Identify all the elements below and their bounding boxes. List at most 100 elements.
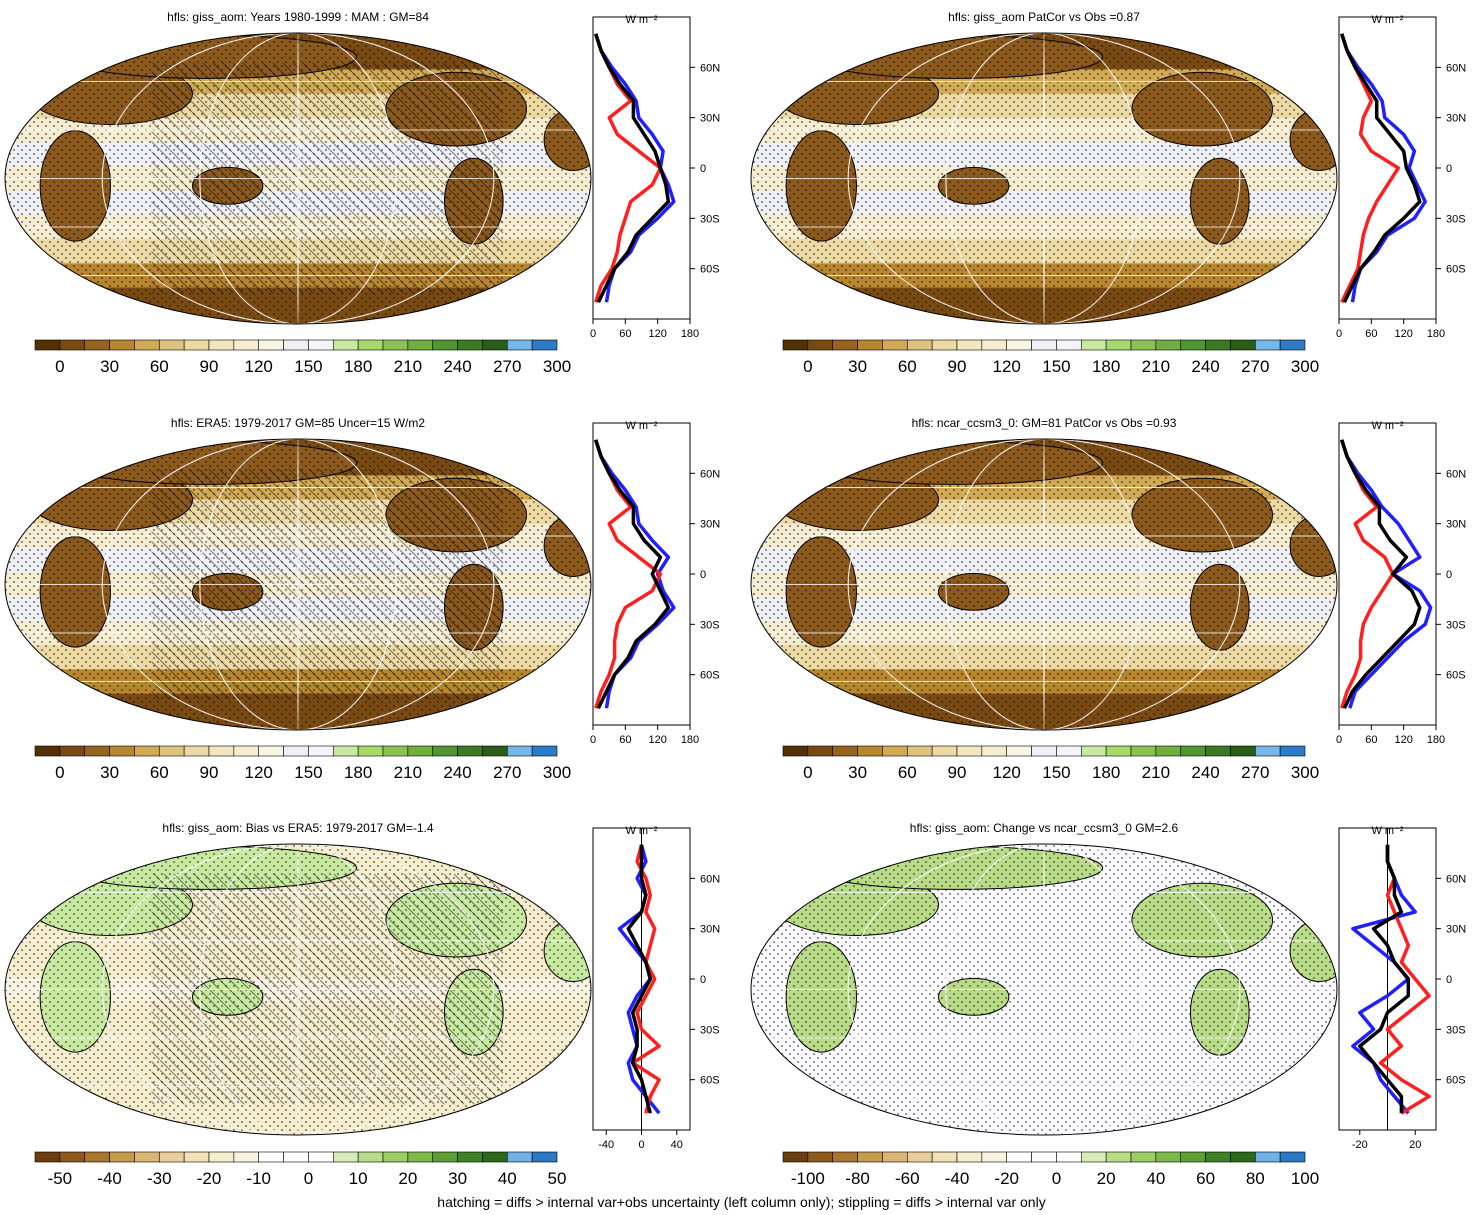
profile-unit: W m⁻²: [1371, 14, 1403, 26]
profile-panel-5: W m⁻² 60N 30N 0 30S 60S -40 0 40: [592, 825, 720, 1151]
x-tick-label: 0: [590, 328, 596, 340]
colorbar-label: 90: [948, 763, 967, 782]
colorbar-label: 300: [1291, 763, 1319, 782]
colorbar-swatch: [34, 745, 61, 757]
colorbar-label: 40: [498, 1169, 517, 1188]
colorbar-label: 60: [898, 763, 917, 782]
x-tick-label: 180: [681, 734, 699, 746]
colorbar-swatch: [158, 1151, 185, 1163]
y-tick-label: 0: [1446, 974, 1452, 986]
series-line-blue: [1340, 439, 1433, 709]
map-title: hfls: giss_aom: Years 1980-1999 : MAM : …: [167, 10, 429, 24]
colorbar-swatch: [283, 745, 309, 757]
colorbar-swatch: [906, 339, 933, 351]
colorbar-label: 120: [245, 357, 273, 376]
profile-panel-4: W m⁻² 60N 30N 0 30S 60S 0 60 120 180: [1336, 420, 1466, 746]
colorbar-label: -40: [945, 1169, 970, 1188]
colorbar-swatch: [34, 1151, 61, 1163]
colorbar-swatch: [807, 1151, 834, 1163]
map-panel-1: hfls: giss_aom: Years 1980-1999 : MAM : …: [4, 10, 592, 325]
colorbar-swatch: [1205, 1151, 1231, 1163]
colorbar-label: 270: [1241, 357, 1269, 376]
colorbar-swatch: [1279, 339, 1306, 351]
colorbar-2: 0 30 60 90 120 150 180 210 240 270 300: [782, 339, 1319, 376]
y-tick-label: 60N: [1446, 873, 1466, 885]
colorbar-swatch: [1155, 339, 1182, 351]
colorbar-label: 20: [1097, 1169, 1116, 1188]
colorbar-swatch: [931, 339, 958, 351]
colorbar-1: 0 30 60 90 120 150 180 210 240 270 300: [34, 339, 571, 376]
map-outline: [750, 438, 1338, 731]
colorbar-label: 180: [344, 763, 372, 782]
colorbar-swatch: [1031, 745, 1057, 757]
colorbar-swatch: [208, 1151, 235, 1163]
map-field: [751, 439, 1337, 730]
colorbar-label: 300: [1291, 357, 1319, 376]
colorbar-swatch: [1254, 339, 1281, 351]
colorbar-label: -30: [147, 1169, 172, 1188]
colorbar-label: -100: [791, 1169, 825, 1188]
colorbar-swatch: [233, 339, 260, 351]
graticule-meridian: [847, 844, 1241, 1135]
colorbar-swatch: [1130, 339, 1157, 351]
graticule-meridian: [847, 33, 1241, 324]
colorbar-label: 100: [1291, 1169, 1319, 1188]
colorbar-swatch: [1031, 1151, 1057, 1163]
y-tick-label: 0: [1446, 163, 1452, 175]
colorbar-swatch: [1230, 745, 1256, 757]
colorbar-swatch: [134, 745, 160, 757]
graticule-meridian: [101, 844, 495, 1135]
map-title: hfls: giss_aom PatCor vs Obs =0.87: [948, 10, 1140, 24]
x-tick-label: 0: [1336, 328, 1342, 340]
graticule-meridian: [1043, 439, 1045, 730]
colorbar-label: 0: [803, 357, 812, 376]
colorbar-swatch: [1230, 339, 1256, 351]
map-title: hfls: giss_aom: Change vs ncar_ccsm3_0 G…: [910, 821, 1179, 835]
colorbar-label: 0: [1052, 1169, 1061, 1188]
graticule-meridian: [199, 439, 397, 730]
graticule-meridian: [945, 844, 1143, 1135]
colorbar-swatch: [832, 1151, 858, 1163]
colorbar-label: 30: [448, 1169, 467, 1188]
colorbar-swatch: [382, 339, 409, 351]
graticule-meridian: [847, 439, 1241, 730]
colorbar-label: -50: [48, 1169, 73, 1188]
colorbar-label: 150: [1042, 763, 1070, 782]
colorbar-label: 20: [398, 1169, 417, 1188]
colorbar-swatch: [531, 745, 558, 757]
y-tick-label: 30N: [700, 113, 720, 125]
series-line-black: [1358, 844, 1411, 1114]
colorbar-swatch: [1279, 1151, 1306, 1163]
colorbar-swatch: [357, 1151, 384, 1163]
colorbar-swatch: [832, 339, 858, 351]
colorbar-label: 150: [1042, 357, 1070, 376]
colorbar-3: 0 30 60 90 120 150 180 210 240 270 300: [34, 745, 571, 782]
colorbar-swatch: [34, 339, 61, 351]
series-line-black: [594, 439, 671, 709]
y-tick-label: 30S: [700, 213, 720, 225]
colorbar-swatch: [183, 339, 210, 351]
colorbar-label: 180: [1092, 763, 1120, 782]
colorbar-swatch: [332, 339, 359, 351]
colorbar-label: -80: [845, 1169, 870, 1188]
colorbar-swatch: [981, 339, 1008, 351]
colorbar-swatch: [782, 339, 809, 351]
map-panel-3: hfls: ERA5: 1979-2017 GM=85 Uncer=15 W/m…: [4, 416, 592, 731]
colorbar-swatch: [1080, 745, 1107, 757]
colorbar-swatch: [956, 745, 983, 757]
colorbar-label: 30: [848, 763, 867, 782]
x-tick-label: 60: [619, 734, 631, 746]
colorbar-swatch: [407, 745, 434, 757]
colorbar-swatch: [109, 745, 135, 757]
y-tick-label: 0: [1446, 569, 1452, 581]
colorbar-swatch: [432, 339, 458, 351]
colorbar-swatch: [482, 339, 508, 351]
colorbar-swatch: [432, 745, 458, 757]
colorbar-label: 30: [100, 357, 119, 376]
colorbar-swatch: [59, 339, 86, 351]
colorbar-swatch: [457, 745, 483, 757]
colorbar-swatch: [882, 745, 908, 757]
colorbar-swatch: [1006, 745, 1032, 757]
colorbar-swatch: [1130, 745, 1157, 757]
